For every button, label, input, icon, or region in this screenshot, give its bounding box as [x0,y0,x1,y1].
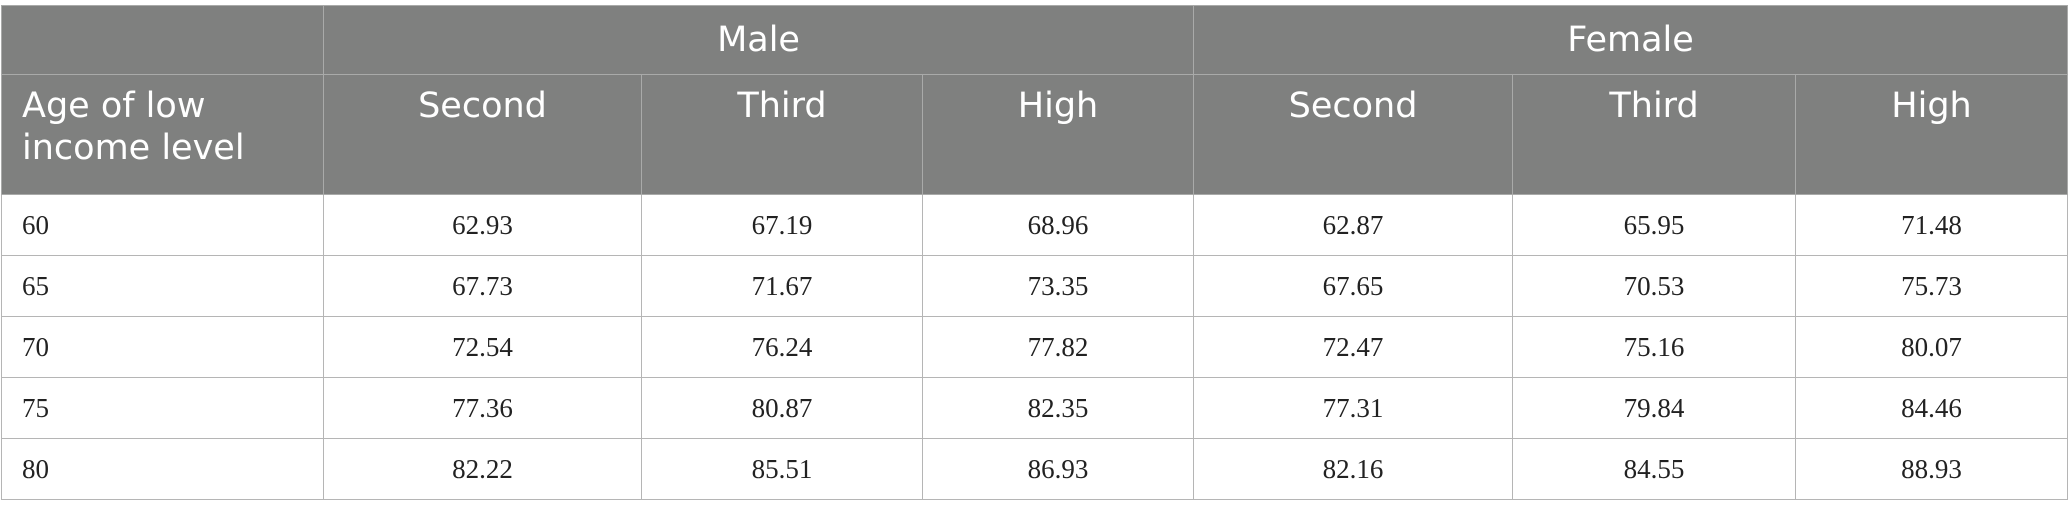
group-header: Male [322,5,1195,75]
value-cell: 62.87 [1193,194,1514,256]
value-cell: 82.16 [1193,438,1514,500]
table-row: 80 82.22 85.51 86.93 82.16 84.55 88.93 [1,438,2068,500]
data-table: Male Female Age of low income level Second… [1,5,2068,500]
column-header-row: Age of low income level Second Third High Se… [1,74,2068,195]
column-header: Second [1193,74,1514,195]
value-cell: 72.47 [1193,316,1514,378]
value-cell: 67.19 [641,194,923,256]
age-cell: 75 [1,377,324,439]
age-cell: 70 [1,316,324,378]
value-cell: 88.93 [1795,438,2068,500]
value-cell: 79.84 [1512,377,1797,439]
value-cell: 84.46 [1795,377,2068,439]
column-header: High [1795,74,2068,195]
age-cell: 80 [1,438,324,500]
value-cell: 67.73 [323,255,642,317]
table-body: 60 62.93 67.19 68.96 62.87 65.95 71.48 65 67.73 7… [1,194,2068,500]
table-row: 75 77.36 80.87 82.35 77.31 79.84 84.46 [1,377,2068,439]
value-cell: 76.24 [641,316,923,378]
age-cell: 65 [1,255,324,317]
column-header: Second [323,74,642,195]
value-cell: 67.65 [1193,255,1514,317]
value-cell: 70.53 [1512,255,1797,317]
value-cell: 80.87 [641,377,923,439]
column-header: Age of low income level [1,74,324,195]
table-row: 70 72.54 76.24 77.82 72.47 75.16 80.07 [1,316,2068,378]
empty-header-cell [1,5,324,75]
value-cell: 73.35 [921,255,1195,317]
value-cell: 75.73 [1795,255,2068,317]
value-cell: 65.95 [1512,194,1797,256]
value-cell: 82.22 [323,438,642,500]
column-header: High [921,74,1195,195]
value-cell: 68.96 [921,194,1195,256]
value-cell: 80.07 [1795,316,2068,378]
value-cell: 72.54 [323,316,642,378]
column-header: Third [1512,74,1797,195]
group-header-row: Male Female [1,5,2068,75]
value-cell: 85.51 [641,438,923,500]
value-cell: 86.93 [921,438,1195,500]
column-header: Third [641,74,923,195]
page: Male Female Age of low income level Second… [0,5,2068,511]
value-cell: 77.36 [323,377,642,439]
value-cell: 77.82 [921,316,1195,378]
age-cell: 60 [1,194,324,256]
value-cell: 75.16 [1512,316,1797,378]
table-row: 65 67.73 71.67 73.35 67.65 70.53 75.73 [1,255,2068,317]
value-cell: 84.55 [1512,438,1797,500]
value-cell: 77.31 [1193,377,1514,439]
value-cell: 82.35 [921,377,1195,439]
value-cell: 62.93 [323,194,642,256]
value-cell: 71.48 [1795,194,2068,256]
table-row: 60 62.93 67.19 68.96 62.87 65.95 71.48 [1,194,2068,256]
group-header: Female [1193,5,2068,75]
value-cell: 71.67 [641,255,923,317]
